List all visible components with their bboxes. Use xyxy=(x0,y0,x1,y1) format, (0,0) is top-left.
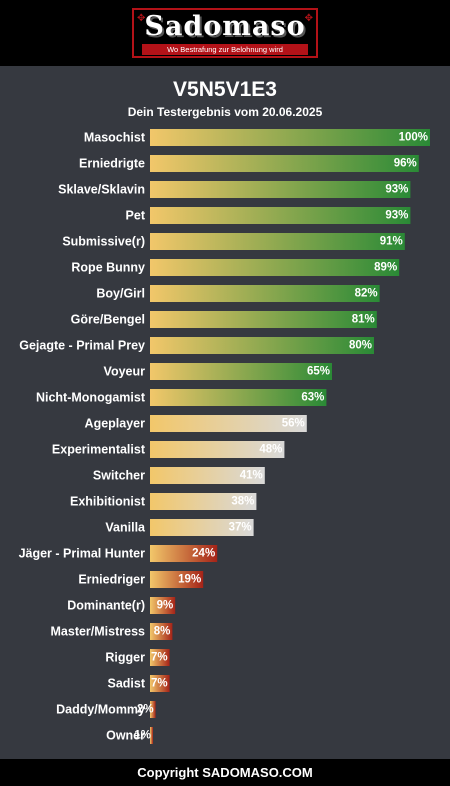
value-label: 63% xyxy=(301,392,324,404)
result-bar xyxy=(150,675,170,692)
result-bar xyxy=(150,363,332,380)
result-bar xyxy=(150,519,254,536)
site-logo[interactable]: ✥ ✥ Sadomaso Wo Bestrafung zur Belohnung… xyxy=(132,8,318,58)
value-label: 9% xyxy=(157,600,174,612)
result-bar xyxy=(150,337,374,354)
result-bar xyxy=(150,415,307,432)
category-label: Experimentalist xyxy=(52,443,146,457)
result-bar xyxy=(150,493,257,510)
category-label: Voyeur xyxy=(104,365,146,379)
result-bar xyxy=(150,701,156,718)
value-label: 91% xyxy=(380,236,403,248)
result-bar xyxy=(150,441,285,458)
result-bar xyxy=(150,467,265,484)
ornament-icon: ✥ xyxy=(137,13,146,24)
result-bar xyxy=(150,207,411,224)
result-bar xyxy=(150,649,170,666)
category-label: Dominante(r) xyxy=(67,599,145,613)
result-bar xyxy=(150,545,218,562)
category-label: Rope Bunny xyxy=(71,261,145,275)
logo-tagline: Wo Bestrafung zur Belohnung wird xyxy=(142,44,308,55)
category-label: Boy/Girl xyxy=(96,287,145,301)
category-label: Exhibitionist xyxy=(70,495,146,509)
header: ✥ ✥ Sadomaso Wo Bestrafung zur Belohnung… xyxy=(0,0,450,66)
category-label: Owner xyxy=(106,729,145,743)
value-label: 96% xyxy=(394,158,417,170)
category-label: Submissive(r) xyxy=(62,235,145,249)
result-bar xyxy=(150,623,173,640)
result-bar-chart: Masochist 100% Erniedrigte 96% Sklave/Sklavi… xyxy=(19,129,430,744)
value-label: 81% xyxy=(352,314,375,326)
category-label: Daddy/Mommy xyxy=(56,703,145,717)
category-label: Vanilla xyxy=(105,521,146,535)
value-label: 89% xyxy=(374,262,397,274)
category-label: Nicht-Monogamist xyxy=(36,391,146,405)
value-label: 2% xyxy=(137,704,154,716)
result-bar xyxy=(150,727,153,744)
result-bar xyxy=(150,129,430,146)
category-label: Switcher xyxy=(93,469,145,483)
category-label: Jäger - Primal Hunter xyxy=(19,547,146,561)
result-bar xyxy=(150,233,405,250)
value-label: 41% xyxy=(240,470,263,482)
value-label: 37% xyxy=(229,522,252,534)
category-label: Masochist xyxy=(84,131,146,145)
category-label: Göre/Bengel xyxy=(71,313,145,327)
value-label: 80% xyxy=(349,340,372,352)
result-bar xyxy=(150,571,204,588)
value-label: 7% xyxy=(151,678,168,690)
category-label: Erniedrigte xyxy=(79,157,145,171)
category-label: Erniedriger xyxy=(78,573,145,587)
value-label: 38% xyxy=(231,496,254,508)
value-label: 8% xyxy=(154,626,171,638)
category-label: Gejagte - Primal Prey xyxy=(19,339,145,353)
result-subtitle: Dein Testergebnis vom 20.06.2025 xyxy=(127,105,323,119)
result-bar xyxy=(150,155,419,172)
result-bar xyxy=(150,259,400,276)
result-bar xyxy=(150,285,380,302)
value-label: 1% xyxy=(134,730,151,742)
category-label: Rigger xyxy=(105,651,145,665)
result-bar xyxy=(150,597,176,614)
category-label: Sklave/Sklavin xyxy=(58,183,145,197)
ornament-icon: ✥ xyxy=(304,13,313,24)
result-bar xyxy=(150,389,327,406)
footer-copyright: Copyright SADOMASO.COM xyxy=(0,759,450,786)
logo-text: Sadomaso xyxy=(144,11,306,42)
value-label: 24% xyxy=(192,548,215,560)
category-label: Ageplayer xyxy=(85,417,146,431)
value-label: 93% xyxy=(385,184,408,196)
category-label: Master/Mistress xyxy=(51,625,146,639)
value-label: 56% xyxy=(282,418,305,430)
value-label: 100% xyxy=(399,132,428,144)
value-label: 82% xyxy=(355,288,378,300)
value-label: 48% xyxy=(259,444,282,456)
result-bar xyxy=(150,181,411,198)
category-label: Pet xyxy=(126,209,146,223)
value-label: 65% xyxy=(307,366,330,378)
value-label: 93% xyxy=(385,210,408,222)
result-bar xyxy=(150,311,377,328)
result-title: V5N5V1E3 xyxy=(173,78,277,101)
value-label: 7% xyxy=(151,652,168,664)
category-label: Sadist xyxy=(107,677,145,691)
value-label: 19% xyxy=(178,574,201,586)
